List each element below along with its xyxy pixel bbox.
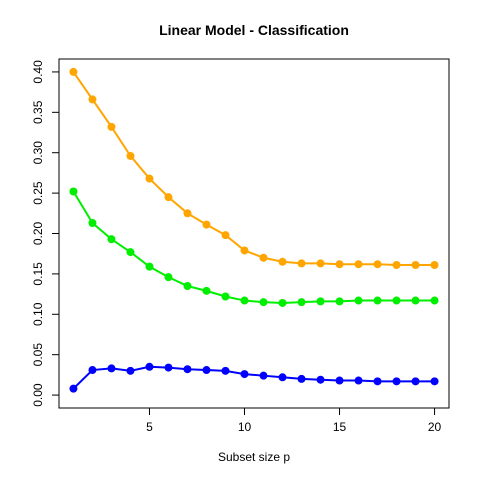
y-tick-label: 0.25 <box>31 181 45 205</box>
data-point <box>164 193 173 202</box>
data-point <box>107 122 116 131</box>
y-tick-label: 0.35 <box>31 100 45 124</box>
data-point <box>354 260 363 269</box>
data-point <box>392 296 401 305</box>
y-axis: 0.00 0.05 0.10 0.15 0.20 0.25 0.30 0.35 0.40 <box>31 60 60 407</box>
data-point <box>88 218 97 227</box>
data-point <box>221 231 230 240</box>
data-point <box>126 151 135 160</box>
data-point <box>430 261 439 270</box>
data-point <box>88 95 97 104</box>
plot-box <box>58 58 450 409</box>
series-3 <box>69 362 439 393</box>
data-point <box>411 261 420 270</box>
y-tick-label: 0.40 <box>31 60 45 84</box>
series-2 <box>69 187 439 307</box>
data-point <box>297 259 306 268</box>
data-point <box>430 296 439 305</box>
x-tick-label: 10 <box>238 420 252 434</box>
data-point <box>69 187 78 196</box>
y-tick-label: 0.20 <box>31 221 45 245</box>
data-point <box>392 261 401 270</box>
chart-title: Linear Model - Classification <box>159 22 349 38</box>
data-point <box>354 296 363 305</box>
data-point <box>335 260 344 269</box>
x-tick-label: 15 <box>333 420 347 434</box>
data-point <box>373 377 382 386</box>
data-point <box>316 375 325 384</box>
x-axis: 5 10 15 20 <box>146 407 442 434</box>
data-point <box>145 362 154 371</box>
data-point <box>297 298 306 307</box>
data-point <box>126 248 135 257</box>
data-point <box>373 296 382 305</box>
y-tick-label: 0.00 <box>31 383 45 407</box>
data-point <box>164 273 173 282</box>
data-point <box>107 235 116 244</box>
series-layer <box>69 67 439 393</box>
data-point <box>126 366 135 375</box>
series-1 <box>69 67 439 270</box>
data-point <box>221 292 230 301</box>
y-tick-label: 0.05 <box>31 343 45 367</box>
data-point <box>430 377 439 386</box>
y-tick-label: 0.15 <box>31 262 45 286</box>
data-point <box>259 371 268 380</box>
data-point <box>259 298 268 307</box>
data-point <box>240 370 249 379</box>
data-point <box>259 253 268 262</box>
series-line <box>72 190 435 304</box>
series-line <box>72 71 435 267</box>
data-point <box>373 260 382 269</box>
y-tick-label: 0.10 <box>31 302 45 326</box>
data-point <box>183 365 192 374</box>
data-point <box>316 259 325 268</box>
data-point <box>69 67 78 76</box>
x-tick-label: 5 <box>146 420 153 434</box>
data-point <box>278 373 287 382</box>
data-point <box>411 296 420 305</box>
x-tick-label: 20 <box>428 420 442 434</box>
y-tick-label: 0.30 <box>31 141 45 165</box>
data-point <box>107 364 116 373</box>
data-point <box>392 377 401 386</box>
data-point <box>278 257 287 266</box>
data-point <box>183 282 192 291</box>
data-point <box>202 220 211 229</box>
data-point <box>411 377 420 386</box>
data-point <box>278 298 287 307</box>
data-point <box>69 384 78 393</box>
data-point <box>335 376 344 385</box>
x-axis-label: Subset size p <box>218 450 290 464</box>
data-point <box>145 262 154 271</box>
data-point <box>88 366 97 375</box>
data-point <box>183 209 192 218</box>
data-point <box>316 297 325 306</box>
data-point <box>297 374 306 383</box>
data-point <box>202 366 211 375</box>
data-point <box>221 366 230 375</box>
data-point <box>240 246 249 255</box>
data-point <box>240 296 249 305</box>
data-point <box>354 376 363 385</box>
data-point <box>202 286 211 295</box>
data-point <box>335 297 344 306</box>
data-point <box>145 174 154 183</box>
data-point <box>164 363 173 372</box>
